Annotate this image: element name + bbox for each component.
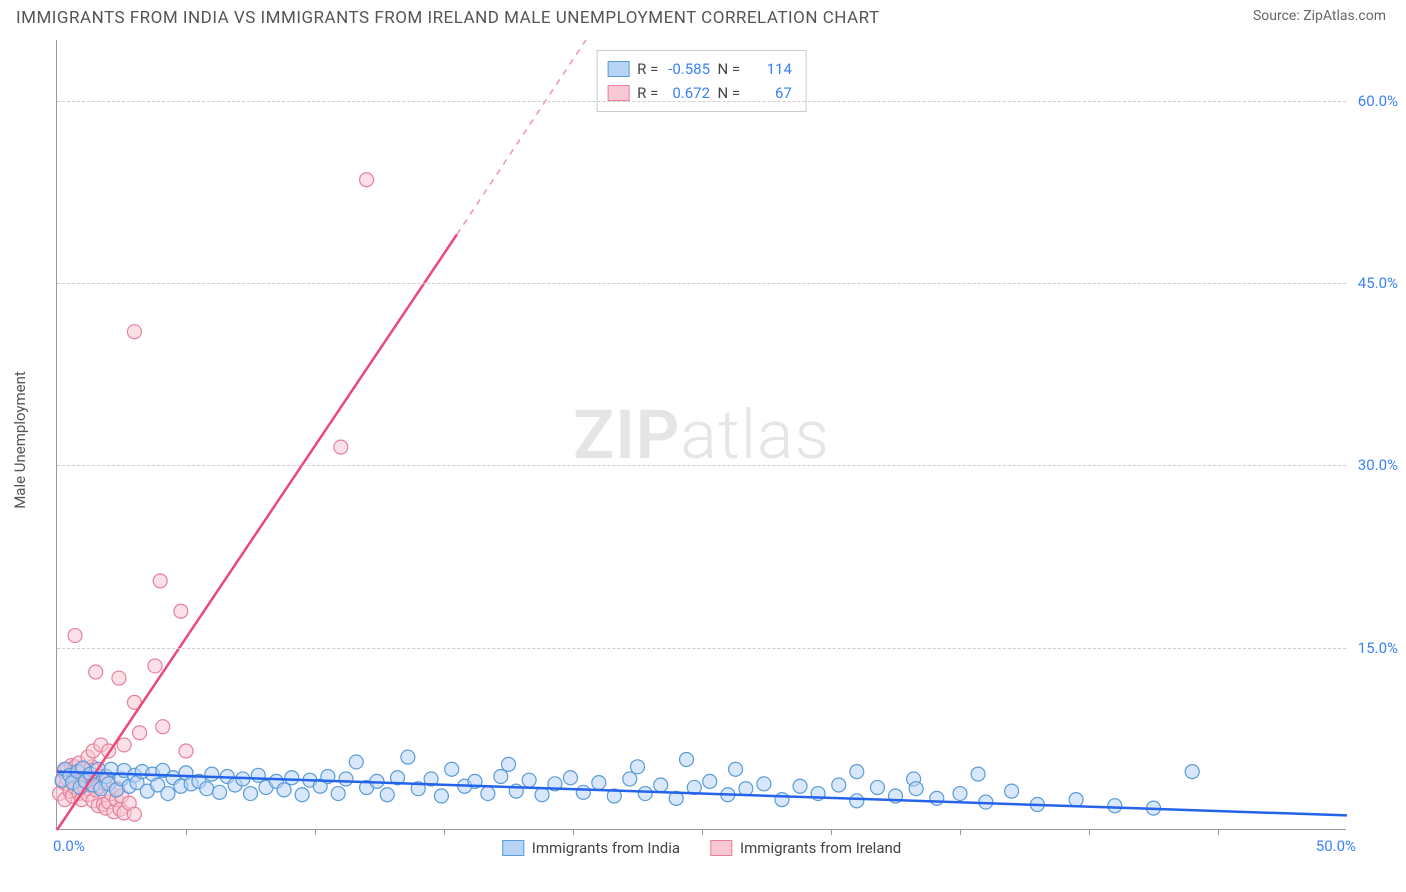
y-axis-label: Male Unemployment	[11, 371, 29, 509]
scatter-svg	[57, 40, 1346, 829]
series-legend: Immigrants from India Immigrants from Ir…	[502, 839, 901, 857]
legend-item-ireland: Immigrants from Ireland	[710, 839, 901, 857]
legend-row-india: R = -0.585 N = 114	[607, 57, 792, 81]
swatch-india	[607, 61, 629, 77]
x-max-label: 50.0%	[1316, 837, 1356, 855]
swatch-ireland	[607, 85, 629, 101]
chart-title: IMMIGRANTS FROM INDIA VS IMMIGRANTS FROM…	[16, 8, 880, 28]
correlation-legend: R = -0.585 N = 114 R = 0.672 N = 67	[596, 50, 807, 112]
legend-item-india: Immigrants from India	[502, 839, 680, 857]
swatch-india-icon	[502, 840, 524, 856]
chart-area: Male Unemployment ZIPatlas R = -0.585 N …	[50, 40, 1390, 840]
swatch-ireland-icon	[710, 840, 732, 856]
plot-region: ZIPatlas R = -0.585 N = 114 R = 0.672 N …	[56, 40, 1346, 830]
source-attribution: Source: ZipAtlas.com	[1253, 8, 1386, 24]
x-origin-label: 0.0%	[53, 837, 85, 855]
